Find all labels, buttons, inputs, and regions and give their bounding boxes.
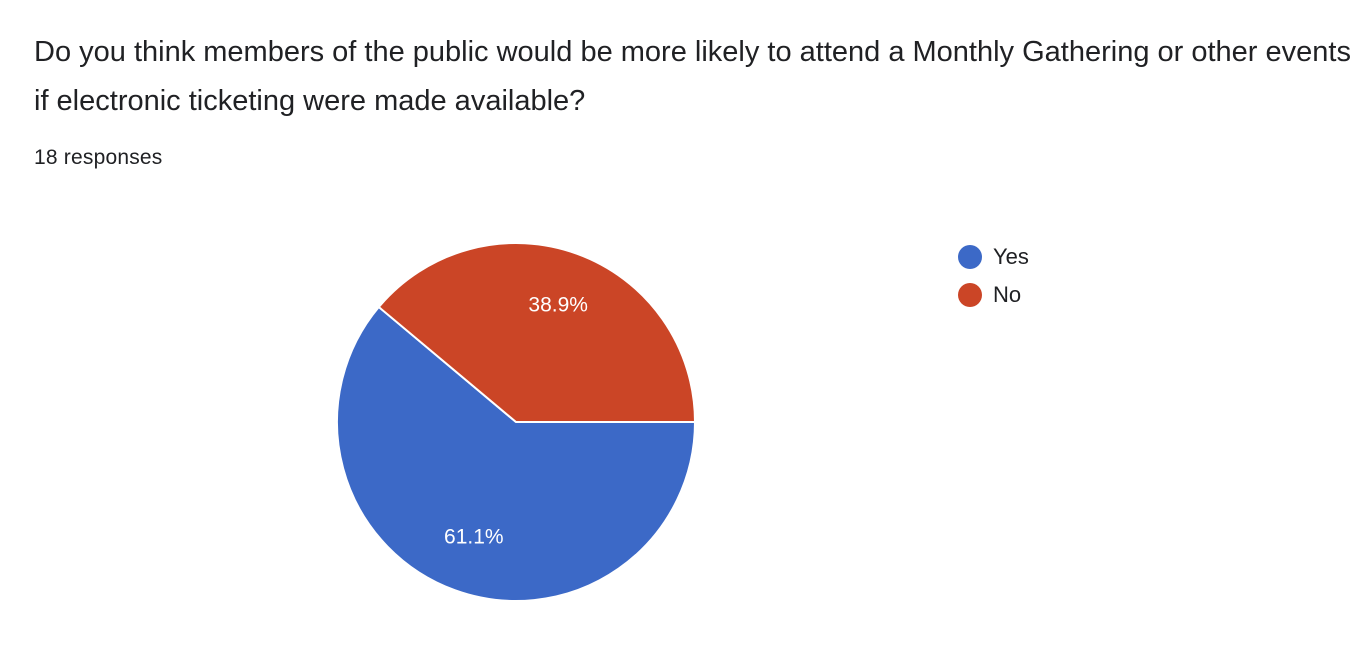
response-count: 18 responses (34, 146, 163, 169)
pie-slices (336, 242, 696, 602)
pie-slice-label-no: 38.9% (528, 293, 588, 316)
pie-slice-label-yes: 61.1% (444, 526, 504, 549)
legend-label-yes: Yes (993, 244, 1029, 269)
question-title: Do you think members of the public would… (34, 36, 1351, 117)
legend-item-yes[interactable]: Yes (958, 238, 1029, 276)
legend-item-no[interactable]: No (958, 276, 1029, 314)
pie-slice-no[interactable] (377, 242, 696, 423)
legend-label-no: No (993, 282, 1022, 307)
pie-slice-labels: 61.1% 38.9% (444, 293, 588, 548)
legend-swatch-yes (958, 245, 982, 269)
legend: Yes No (958, 238, 1029, 314)
legend-swatch-no (958, 283, 982, 307)
pie-slice-yes[interactable] (336, 306, 696, 602)
